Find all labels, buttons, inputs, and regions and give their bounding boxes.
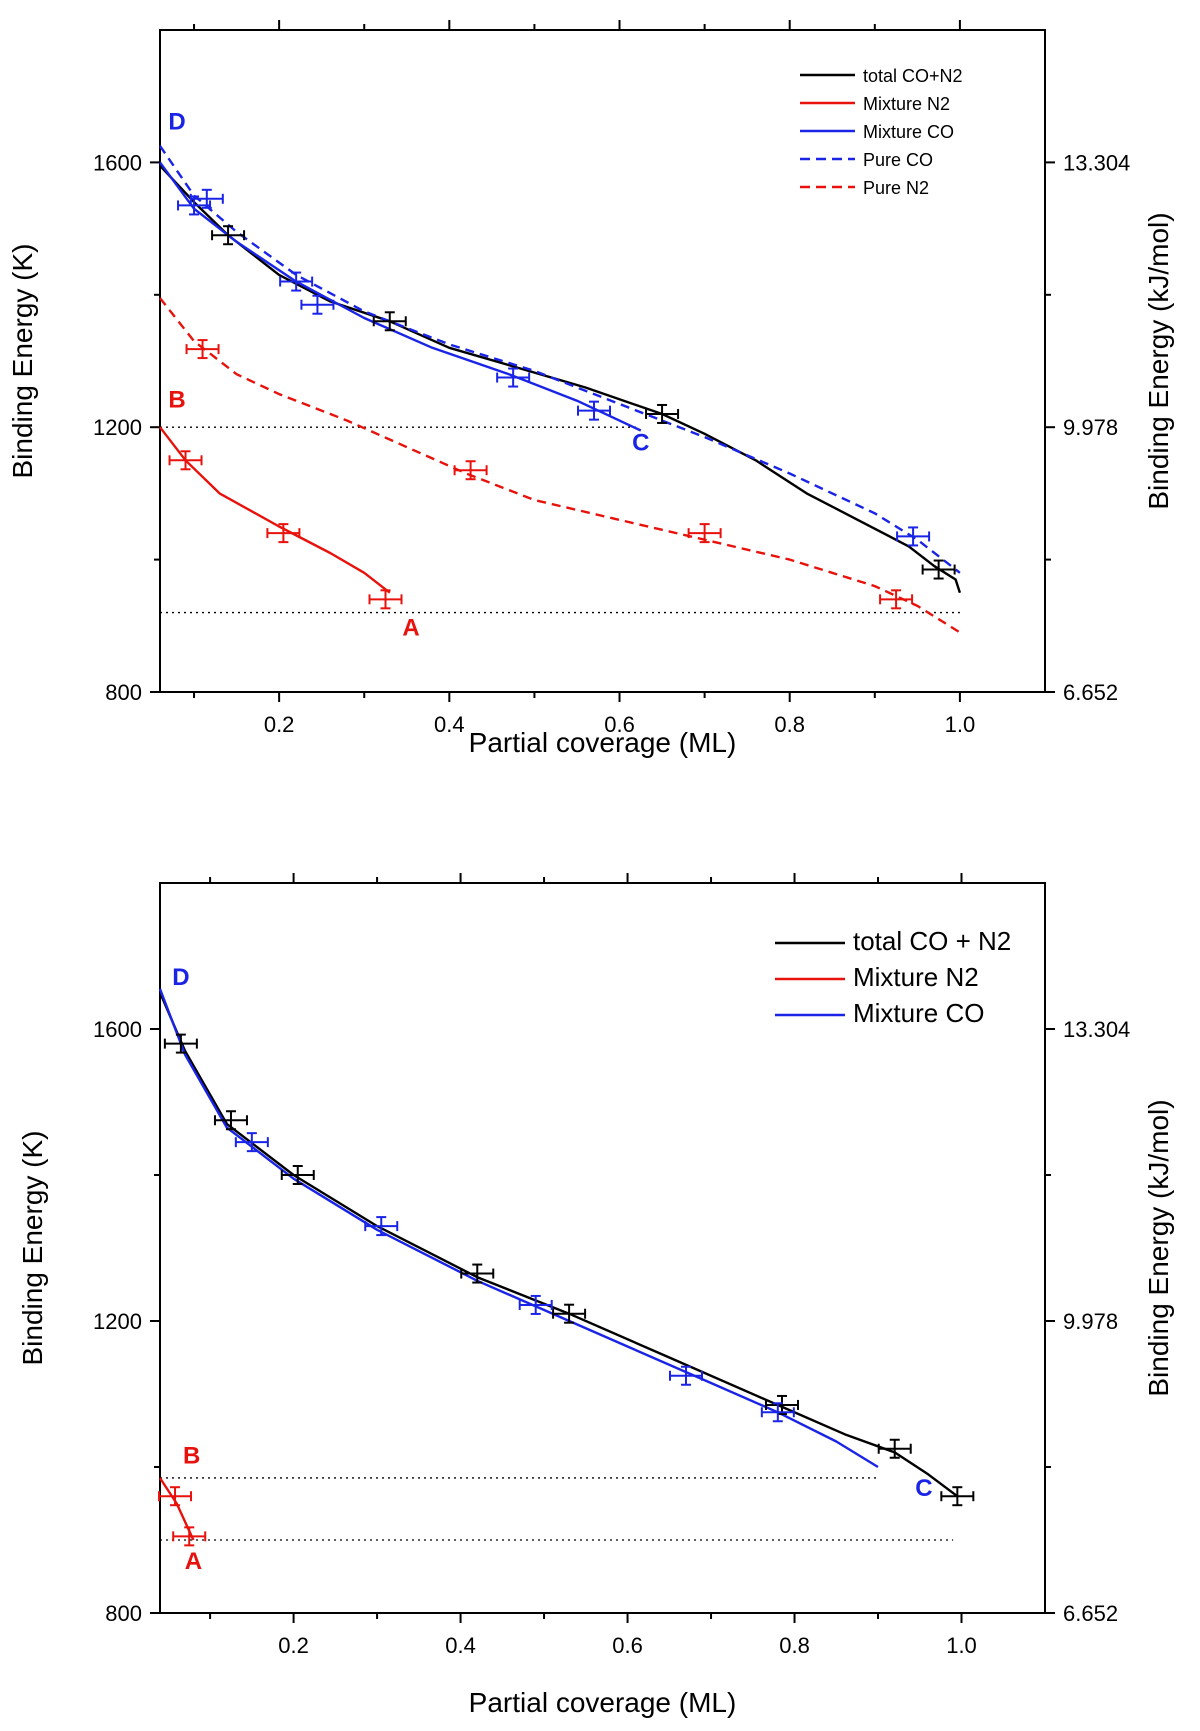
legend-entry-4: Pure N2 xyxy=(863,178,929,198)
errorbar-s0-1 xyxy=(372,311,407,332)
point-label-C: C xyxy=(915,1475,932,1502)
y-right-axis-label: Binding Energy (kJ/mol) xyxy=(1143,1099,1174,1396)
errorbar-s2-4 xyxy=(576,400,611,421)
errorbar-s0-2 xyxy=(280,1165,315,1185)
series-line-2 xyxy=(159,161,642,432)
y-tick-label: 800 xyxy=(105,1601,142,1626)
series-line-0 xyxy=(159,164,962,594)
x-tick-label: 0.6 xyxy=(604,712,635,737)
y-axis-label: Binding Energy (K) xyxy=(7,243,38,478)
errorbar-s4-3 xyxy=(879,589,914,610)
x-tick-label: 0.6 xyxy=(612,1633,643,1658)
series-line-4 xyxy=(159,297,961,634)
plot-frame xyxy=(159,29,1046,693)
errorbar-s4-1 xyxy=(453,460,488,481)
legend-entry-2: Mixture CO xyxy=(853,998,984,1028)
errorbar-s0-1 xyxy=(213,1110,248,1131)
y-right-tick-label: 13.304 xyxy=(1063,1017,1130,1042)
legend: total CO+N2 Mixture N2 Mixture CO Pure CO Pu… xyxy=(800,66,963,198)
point-label-D: D xyxy=(168,108,185,135)
y-right-tick-label: 9.978 xyxy=(1063,1309,1118,1334)
errorbar-s2-2 xyxy=(300,294,335,315)
y-tick-label: 1600 xyxy=(93,150,142,175)
series-line-0 xyxy=(158,992,959,1498)
errorbar-s0-3 xyxy=(460,1263,495,1284)
point-label-D: D xyxy=(172,964,189,991)
errorbar-s1-0 xyxy=(168,450,203,471)
series-line-3 xyxy=(159,145,961,574)
x-tick-label: 0.4 xyxy=(434,712,465,737)
x-tick-label: 0.2 xyxy=(278,1633,309,1658)
errorbar-s1-1 xyxy=(172,1526,207,1547)
y-right-tick-label: 6.652 xyxy=(1063,680,1118,705)
errorbar-s0-3 xyxy=(921,559,956,580)
y-tick-label: 800 xyxy=(105,680,142,705)
point-label-C: C xyxy=(632,429,649,456)
x-tick-label: 0.4 xyxy=(445,1633,476,1658)
errorbar-s4-0 xyxy=(185,339,220,360)
errorbar-s2-3 xyxy=(668,1365,703,1386)
errorbar-s1-1 xyxy=(266,523,301,544)
legend-entry-1: Mixture N2 xyxy=(853,962,979,992)
plot-frame xyxy=(159,882,1046,1614)
errorbar-s2-2 xyxy=(518,1294,553,1315)
y-right-tick-label: 6.652 xyxy=(1063,1601,1118,1626)
series-line-2 xyxy=(158,988,879,1469)
errorbar-s3-1 xyxy=(896,526,931,547)
legend-entry-2: Mixture CO xyxy=(863,122,954,142)
legend-entry-3: Pure CO xyxy=(863,150,933,170)
y-right-tick-label: 13.304 xyxy=(1063,150,1130,175)
legend-entry-1: Mixture N2 xyxy=(863,94,950,114)
errorbar-s2-1 xyxy=(279,271,314,292)
legend-entry-0: total CO + N2 xyxy=(853,926,1011,956)
y-right-tick-label: 9.978 xyxy=(1063,415,1118,440)
errorbar-s2-1 xyxy=(364,1216,399,1237)
y-tick-label: 1200 xyxy=(93,415,142,440)
x-axis-label: Partial coverage (ML) xyxy=(469,727,737,758)
errorbar-s2-0 xyxy=(234,1132,269,1153)
point-label-A: A xyxy=(402,615,419,642)
x-tick-label: 0.8 xyxy=(779,1633,810,1658)
y-tick-label: 1200 xyxy=(93,1309,142,1334)
errorbar-s0-6 xyxy=(877,1438,912,1459)
errorbar-s1-0 xyxy=(158,1486,193,1507)
errorbar-s2-4 xyxy=(760,1402,795,1423)
errorbar-s4-2 xyxy=(687,523,722,544)
y-right-axis-label: Binding Energy (kJ/mol) xyxy=(1143,212,1174,509)
x-axis-label: Partial coverage (ML) xyxy=(469,1687,737,1718)
errorbar-s0-0 xyxy=(211,225,246,246)
x-tick-label: 0.2 xyxy=(264,712,295,737)
x-tick-label: 1.0 xyxy=(945,712,976,737)
x-tick-label: 1.0 xyxy=(946,1633,977,1658)
errorbar-s1-2 xyxy=(368,589,403,610)
point-label-B: B xyxy=(168,386,185,413)
series-line-1 xyxy=(159,426,391,594)
y-tick-label: 1600 xyxy=(93,1017,142,1042)
chart-bottom: 0.2 0.4 0.6 0.8 1.0 800 6.652 1200 9.978 1600 13.3… xyxy=(17,873,1174,1718)
y-axis-label: Binding Energy (K) xyxy=(17,1130,48,1365)
errorbar-s2-3 xyxy=(496,367,531,388)
chart-top: 0.2 0.4 0.6 0.8 1.0 800 6.652 1200 9.978 1600 13.3… xyxy=(7,20,1174,758)
errorbar-s0-7 xyxy=(940,1486,975,1507)
point-label-B: B xyxy=(183,1442,200,1469)
x-tick-label: 0.8 xyxy=(774,712,805,737)
errorbar-s3-0 xyxy=(189,188,224,209)
legend-entry-0: total CO+N2 xyxy=(863,66,963,86)
point-label-A: A xyxy=(185,1548,202,1575)
legend: total CO + N2 Mixture N2 Mixture CO xyxy=(775,926,1011,1028)
errorbar-s0-2 xyxy=(645,403,680,424)
errorbar-s0-4 xyxy=(552,1303,587,1324)
errorbar-s0-0 xyxy=(163,1033,198,1054)
